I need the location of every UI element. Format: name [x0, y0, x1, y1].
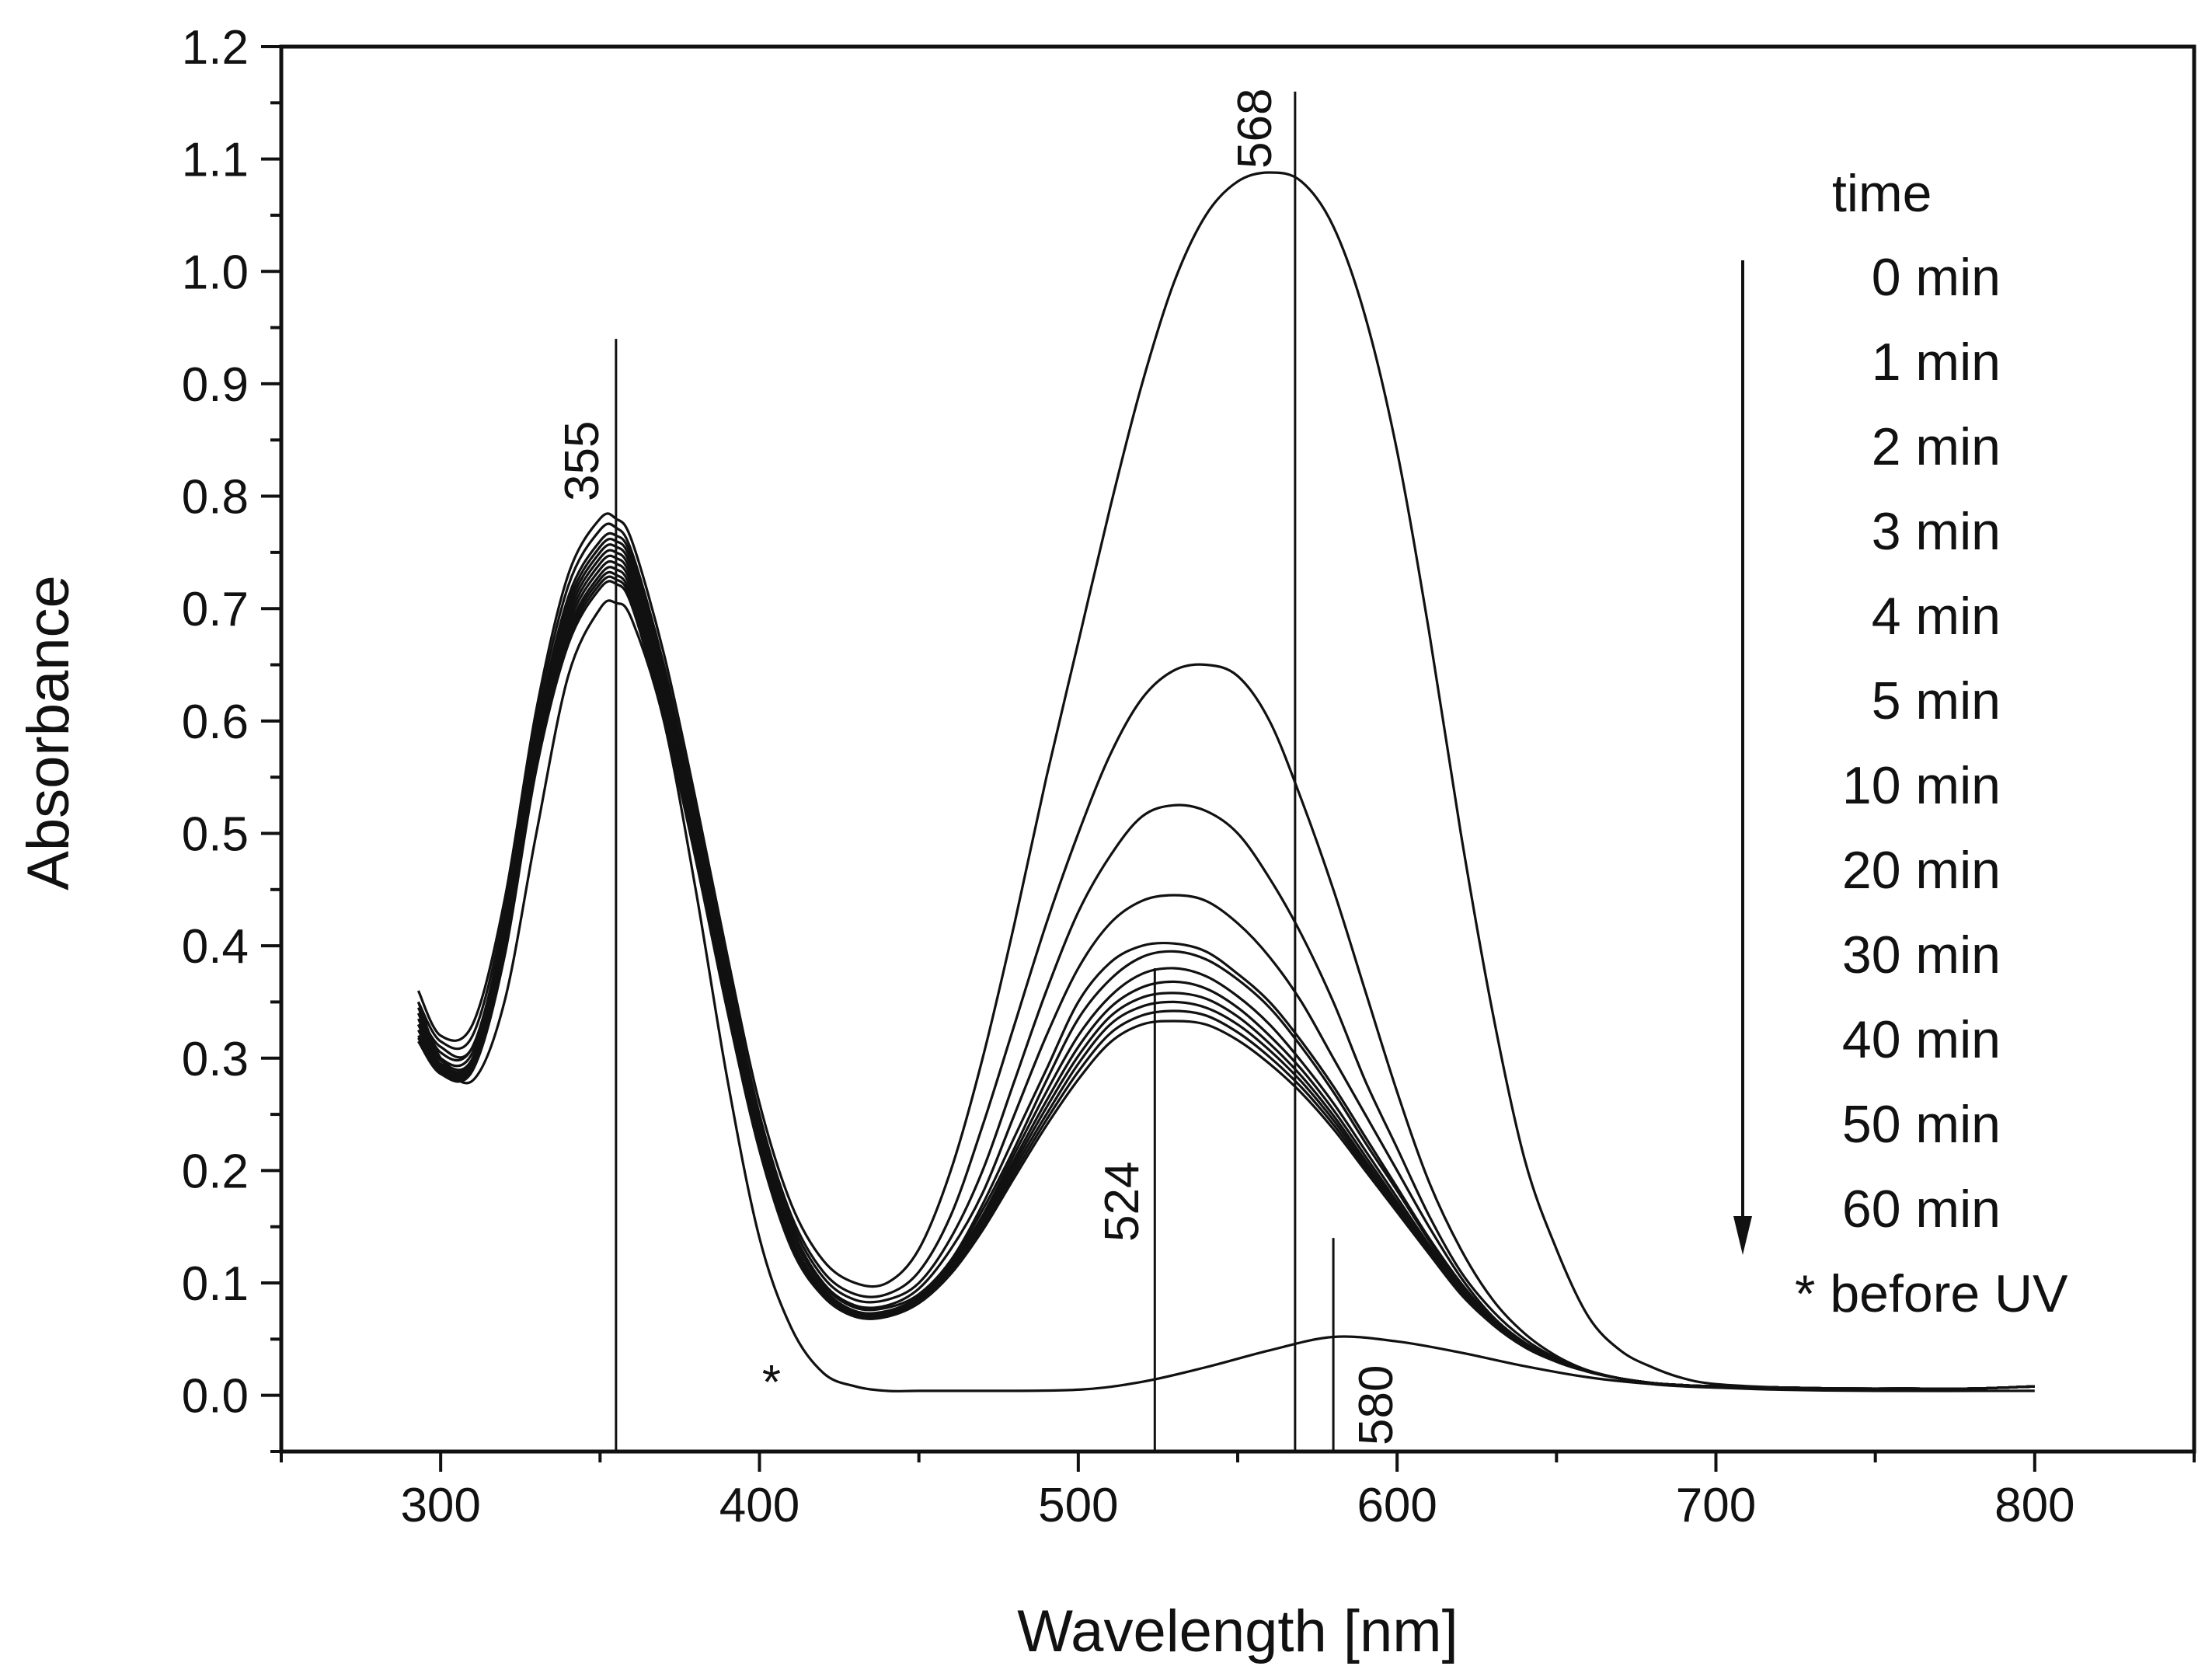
legend-time-arrowhead-icon [1733, 1216, 1752, 1255]
y-tick-label: 1.2 [182, 21, 249, 75]
legend-entry: 10 min [1842, 756, 2001, 815]
x-axis-tick-labels: 300 400 500 600 700 800 [400, 1479, 2074, 1532]
y-tick-label: 0.9 [182, 358, 249, 412]
x-tick-label: 800 [1994, 1479, 2074, 1532]
peak-marker-lines [615, 91, 1335, 1452]
legend-entry: 30 min [1842, 925, 2001, 985]
y-tick-label: 0.1 [182, 1257, 249, 1311]
x-axis-title: Wavelength [nm] [1017, 1598, 1458, 1664]
y-tick-label: 0.6 [182, 695, 249, 749]
legend-entry: 50 min [1842, 1095, 2001, 1154]
x-tick-label: 300 [400, 1479, 480, 1532]
before-uv-asterisk: * [762, 1356, 781, 1410]
legend-entry: 0 min [1872, 248, 2001, 307]
peak-label-524: 524 [1096, 1162, 1149, 1242]
y-axis-ticks [261, 45, 281, 1453]
peak-label-568: 568 [1228, 89, 1282, 169]
legend-entry: 2 min [1872, 417, 2001, 476]
x-tick-label: 700 [1676, 1479, 1756, 1532]
legend-entry: 3 min [1872, 502, 2001, 561]
peak-label-580: 580 [1350, 1365, 1403, 1445]
legend-entry: 1 min [1872, 333, 2001, 392]
legend-entry: * before UV [1795, 1264, 2068, 1323]
legend-entry: 40 min [1842, 1010, 2001, 1069]
y-tick-label: 1.1 [182, 134, 249, 187]
y-tick-label: 0.0 [182, 1370, 249, 1424]
x-tick-label: 500 [1038, 1479, 1118, 1532]
legend: time 0 min 1 min 2 min 3 min 4 min 5 min… [1733, 164, 2068, 1323]
y-tick-label: 0.3 [182, 1033, 249, 1086]
peak-label-355: 355 [556, 421, 609, 501]
x-tick-label: 600 [1357, 1479, 1437, 1532]
series-line-before-uv [416, 599, 2035, 1392]
y-tick-label: 0.8 [182, 471, 249, 525]
y-axis-tick-labels: 0.0 0.1 0.2 0.3 0.4 0.5 0.6 0.7 0.8 0.9 1.0 1.1 1.2 [182, 21, 249, 1424]
y-axis-title: Absorbance [16, 575, 82, 891]
legend-entry: 60 min [1842, 1180, 2001, 1239]
series-line [416, 171, 2035, 1390]
y-tick-label: 1.0 [182, 246, 249, 299]
y-tick-label: 0.5 [182, 807, 249, 861]
legend-title: time [1832, 164, 1932, 223]
y-tick-label: 0.7 [182, 583, 249, 636]
x-tick-label: 400 [719, 1479, 799, 1532]
legend-entry: 20 min [1842, 841, 2001, 900]
y-tick-label: 0.2 [182, 1145, 249, 1198]
legend-entry: 4 min [1872, 587, 2001, 646]
legend-entry: 5 min [1872, 671, 2001, 730]
x-axis-ticks [280, 1452, 2196, 1472]
y-tick-label: 0.4 [182, 920, 249, 974]
